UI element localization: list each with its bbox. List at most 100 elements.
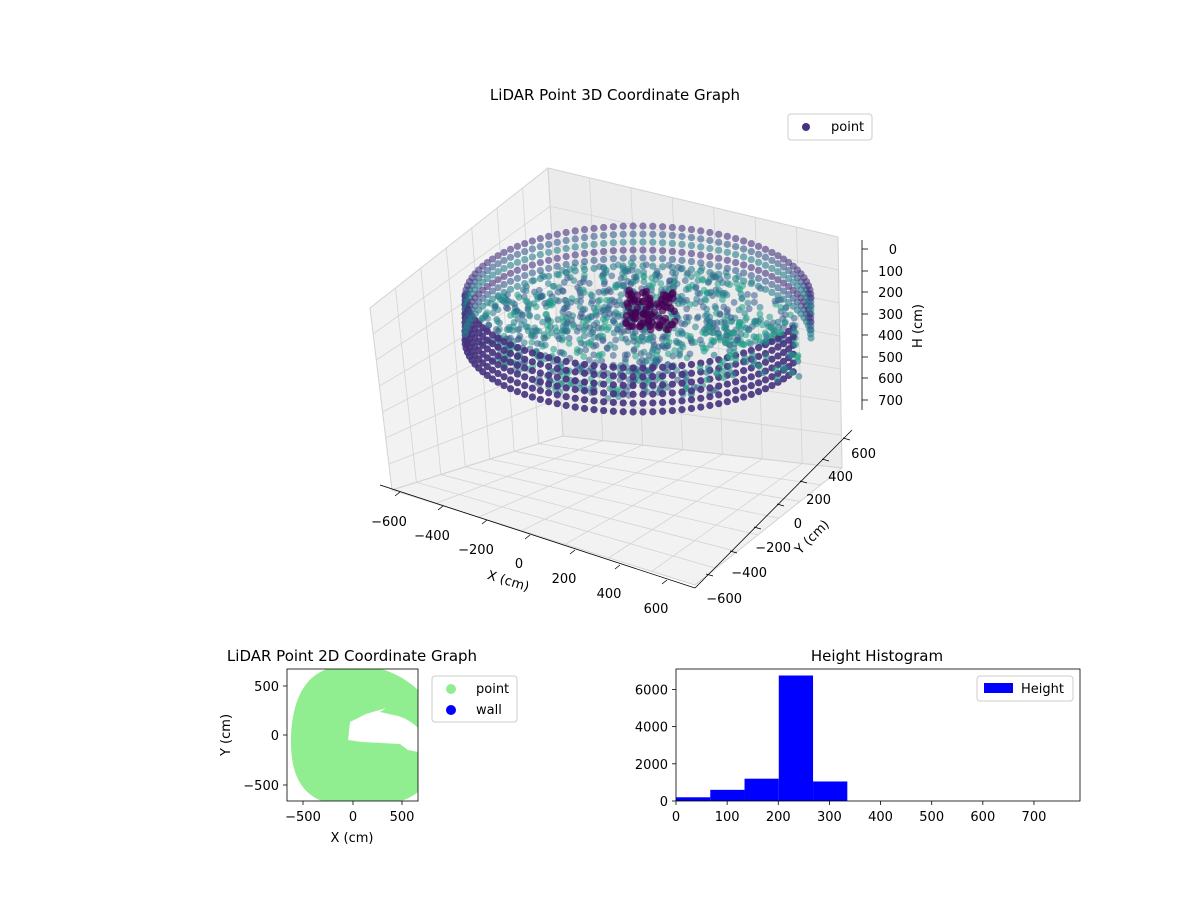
tick-3d bbox=[776, 503, 785, 507]
point-3d bbox=[619, 390, 627, 398]
point-3d bbox=[756, 338, 764, 346]
point-3d bbox=[590, 362, 598, 370]
point-3d bbox=[506, 245, 515, 253]
grid-line bbox=[445, 247, 466, 467]
point-3d bbox=[712, 369, 720, 377]
point-3d bbox=[536, 274, 544, 283]
point-3d bbox=[624, 303, 633, 311]
point-3d bbox=[536, 242, 544, 251]
point-3d bbox=[740, 269, 748, 277]
point-3d bbox=[655, 320, 664, 329]
legend-marker-point bbox=[446, 684, 456, 694]
point-3d bbox=[768, 373, 776, 381]
point-3d bbox=[779, 263, 788, 271]
point-3d bbox=[706, 401, 714, 410]
point-3d bbox=[668, 406, 676, 415]
point-3d bbox=[506, 341, 515, 349]
point-3d bbox=[600, 263, 608, 272]
grid-line bbox=[382, 320, 557, 413]
point-3d bbox=[706, 228, 714, 237]
point-3d bbox=[678, 370, 686, 379]
point-3d bbox=[528, 358, 536, 366]
point-3d bbox=[506, 358, 515, 366]
point-3d bbox=[697, 259, 705, 267]
point-3d bbox=[574, 283, 582, 291]
x-tick-labels-3d: −600 −400 −200 0 200 400 600 bbox=[371, 515, 668, 617]
point-3d bbox=[785, 327, 793, 336]
grid-line bbox=[372, 205, 551, 335]
point-3d bbox=[599, 275, 607, 283]
point-3d bbox=[740, 253, 748, 261]
point-3d bbox=[707, 341, 715, 349]
point-3d bbox=[500, 381, 508, 390]
point-3d bbox=[513, 250, 522, 258]
point-3d bbox=[779, 279, 788, 287]
point-3d bbox=[611, 298, 618, 306]
point-3d bbox=[580, 353, 588, 360]
point-3d bbox=[483, 282, 491, 291]
point-3d bbox=[659, 372, 667, 380]
point-3d bbox=[761, 269, 770, 277]
point-3d bbox=[768, 346, 776, 354]
point-3d bbox=[719, 279, 727, 287]
point-3d bbox=[747, 382, 755, 390]
point-3d bbox=[706, 268, 714, 277]
point-3d bbox=[605, 323, 613, 331]
point-3d bbox=[658, 296, 667, 305]
point-3d bbox=[678, 397, 686, 405]
point-3d bbox=[807, 314, 815, 322]
point-3d bbox=[754, 344, 763, 352]
point-3d bbox=[744, 291, 751, 298]
point-3d bbox=[659, 263, 667, 271]
point-3d bbox=[750, 298, 758, 306]
point-3d bbox=[528, 245, 536, 253]
point-3d bbox=[630, 347, 638, 355]
point-3d bbox=[754, 266, 763, 274]
point-3d bbox=[687, 233, 696, 242]
point-3d bbox=[580, 265, 589, 274]
chart-2d: LiDAR Point 2D Coordinate Graph −500 0 5… bbox=[219, 647, 518, 846]
point-3d bbox=[715, 230, 723, 238]
point-3d bbox=[732, 356, 740, 364]
point-3d bbox=[619, 230, 627, 238]
point-3d bbox=[619, 269, 626, 277]
point-3d bbox=[714, 329, 722, 337]
point-3d bbox=[576, 303, 584, 311]
point-3d bbox=[781, 319, 789, 327]
point-3d bbox=[762, 352, 770, 360]
x-axis-label-3d: X (cm) bbox=[485, 568, 531, 595]
point-3d bbox=[488, 287, 497, 295]
point-3d bbox=[500, 256, 508, 265]
z-tick-label: 700 bbox=[878, 394, 903, 409]
point-3d bbox=[600, 239, 608, 248]
point-3d bbox=[600, 371, 608, 379]
axes-frame-histogram bbox=[675, 668, 1081, 802]
x-tick-label: 500 bbox=[919, 810, 944, 825]
point-3d bbox=[488, 331, 497, 339]
z-tick-label: 200 bbox=[878, 286, 903, 301]
point-3d bbox=[573, 349, 581, 356]
y-axis-line bbox=[694, 429, 853, 589]
point-3d bbox=[488, 375, 497, 383]
point-3d bbox=[571, 377, 579, 385]
point-3d bbox=[553, 373, 561, 381]
point-3d bbox=[634, 268, 642, 276]
grid-line bbox=[538, 443, 822, 486]
point-3d bbox=[706, 384, 714, 392]
point-3d bbox=[545, 256, 553, 264]
point-3d bbox=[706, 318, 713, 326]
point-3d bbox=[590, 256, 598, 264]
point-3d bbox=[659, 363, 667, 371]
point-3d bbox=[524, 323, 532, 331]
point-3d bbox=[609, 363, 617, 371]
z-tick-labels-3d: 0 100 200 300 400 500 600 700 bbox=[878, 243, 903, 409]
point-3d bbox=[639, 262, 647, 270]
point-3d bbox=[579, 278, 587, 286]
point-3d bbox=[639, 238, 647, 246]
point-3d bbox=[723, 332, 731, 339]
point-3d bbox=[553, 262, 561, 270]
legend-label-height: Height bbox=[1021, 682, 1064, 697]
point-3d bbox=[632, 352, 639, 360]
point-3d bbox=[687, 257, 696, 266]
point-3d bbox=[500, 364, 508, 372]
